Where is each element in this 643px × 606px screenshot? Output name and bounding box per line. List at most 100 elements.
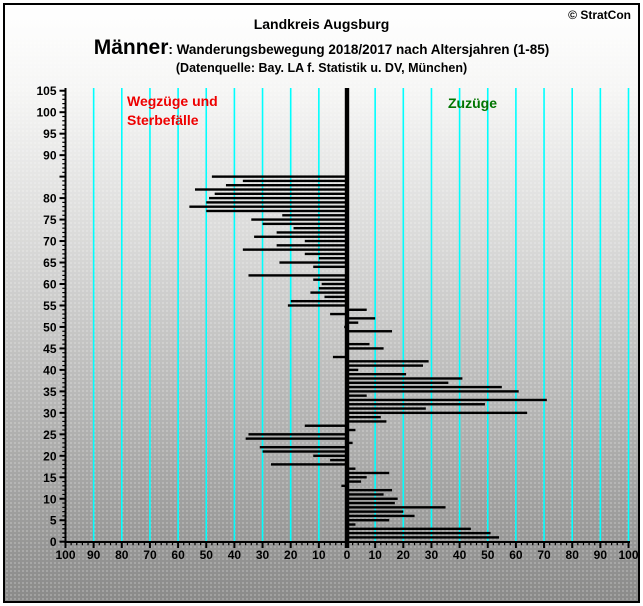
bar-age-78: [189, 205, 347, 208]
bar-age-11: [347, 493, 384, 496]
x-tick-label-90: 90: [594, 548, 608, 562]
bar-age-27: [304, 424, 347, 427]
y-tick-label-5: 5: [50, 514, 57, 528]
bar-age-72: [276, 231, 347, 234]
bar-age-6: [347, 514, 415, 518]
bar-age-1: [347, 536, 500, 539]
bar-age-30: [347, 411, 528, 415]
y-axis-labels: 0 5 10 15 20 25 30 35 40 45 50 55 60 65 70 75 80 90 95 100 1…: [36, 84, 56, 549]
bar-age-45: [347, 347, 384, 350]
x-tick-label--10: 10: [312, 548, 326, 562]
x-tick-label-100: 100: [618, 548, 638, 562]
y-tick-label-20: 20: [43, 449, 57, 463]
bar-age-26: [347, 428, 356, 432]
x-tick-label--100: 100: [55, 548, 75, 562]
x-tick-label-40: 40: [453, 548, 467, 562]
bar-age-60: [321, 282, 347, 286]
bar-age-52: [347, 317, 376, 320]
bar-age-28: [347, 420, 387, 423]
bar-age-65: [279, 261, 347, 264]
x-tick-label-50: 50: [481, 548, 495, 562]
chart-frame: [3, 3, 640, 603]
x-tick-label--20: 20: [284, 548, 298, 562]
bar-age-85: [211, 175, 347, 178]
bar-age-17: [347, 467, 356, 470]
y-tick-label-55: 55: [43, 299, 57, 313]
x-tick-label--40: 40: [228, 548, 242, 562]
y-tick-label-75: 75: [43, 213, 57, 227]
bar-age-36: [347, 385, 502, 389]
bar-age-29: [347, 415, 381, 419]
y-tick-label-40: 40: [43, 363, 57, 377]
y-tick-label-70: 70: [43, 235, 57, 249]
bar-age-23: [347, 441, 353, 445]
y-tick-label-25: 25: [43, 428, 57, 442]
bar-age-12: [347, 488, 393, 492]
bar-age-79: [206, 201, 347, 204]
bar-age-64: [313, 265, 347, 269]
subtitle-group-label: Männer: [93, 36, 169, 59]
bar-age-77: [206, 209, 347, 213]
y-tick-label-35: 35: [43, 385, 57, 399]
bar-age-71: [254, 235, 347, 238]
x-tick-label-30: 30: [425, 548, 439, 562]
chart-subtitle: Männer: Wanderungsbewegung 2018/2017 nac…: [0, 36, 643, 60]
bar-age-43: [332, 355, 347, 359]
bar-age-67: [304, 252, 347, 256]
chart-title: Landkreis Augsburg: [253, 16, 390, 32]
bar-age-37: [347, 381, 449, 384]
bar-age-9: [347, 501, 395, 505]
bar-age-10: [347, 497, 398, 500]
bar-age-2: [347, 531, 491, 535]
y-tick-label-0: 0: [50, 535, 57, 549]
x-tick-label--70: 70: [143, 548, 157, 562]
y-tick-label-30: 30: [43, 406, 57, 420]
y-tick-label-50: 50: [43, 320, 57, 334]
bar-age-40: [347, 368, 359, 372]
bar-age-19: [330, 458, 347, 462]
y-tick-label-15: 15: [43, 471, 57, 485]
x-tick-label--50: 50: [200, 548, 214, 562]
y-tick-label-95: 95: [43, 127, 57, 141]
left-series-label: Wegzüge und Sterbefälle: [127, 93, 218, 128]
data-source-label: (Datenquelle: Bay. LA f. Statistik u. DV…: [175, 61, 468, 75]
bar-age-66: [318, 257, 347, 260]
y-tick-label-60: 60: [43, 278, 57, 292]
x-tick-label--30: 30: [256, 548, 270, 562]
bar-age-16: [347, 471, 390, 475]
bar-age-53: [330, 312, 347, 316]
bar-age-4: [347, 523, 356, 526]
x-tick-label--80: 80: [115, 548, 129, 562]
x-tick-label-10: 10: [368, 548, 382, 562]
bar-age-82: [194, 188, 347, 191]
bar-age-68: [242, 248, 347, 251]
y-tick-label-65: 65: [43, 256, 57, 270]
copyright-label: © StratCon: [568, 8, 631, 22]
bar-age-15: [347, 476, 367, 479]
bar-age-7: [347, 510, 404, 513]
y-tick-label-80: 80: [43, 192, 57, 206]
bar-age-70: [304, 239, 347, 243]
bar-age-13: [341, 484, 347, 488]
y-tick-label-90: 90: [43, 149, 57, 163]
bar-age-21: [262, 450, 347, 453]
bar-age-32: [347, 403, 485, 406]
bar-age-81: [214, 192, 347, 196]
x-tick-label--60: 60: [171, 548, 185, 562]
bar-age-56: [290, 299, 347, 303]
bar-age-69: [276, 244, 347, 247]
x-tick-label-0: 0: [344, 548, 351, 562]
y-axis: [59, 88, 67, 543]
subtitle-description: : Wanderungsbewegung 2018/2017 nach Alte…: [168, 42, 550, 57]
bar-age-24: [245, 437, 347, 440]
bar-age-61: [313, 278, 347, 281]
y-tick-label-45: 45: [43, 342, 57, 356]
y-tick-label-100: 100: [36, 106, 56, 120]
y-tick-label-105: 105: [36, 84, 56, 98]
bar-age-18: [270, 463, 347, 466]
bar-age-3: [347, 527, 471, 531]
x-tick-label-70: 70: [537, 548, 551, 562]
bar-age-75: [251, 218, 347, 221]
y-tick-label-10: 10: [43, 492, 57, 506]
